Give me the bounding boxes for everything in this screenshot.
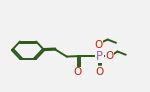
Text: O: O [95, 40, 103, 50]
Text: P: P [96, 50, 103, 63]
Text: O: O [95, 67, 104, 77]
Text: O: O [105, 51, 113, 61]
Text: O: O [74, 67, 82, 77]
